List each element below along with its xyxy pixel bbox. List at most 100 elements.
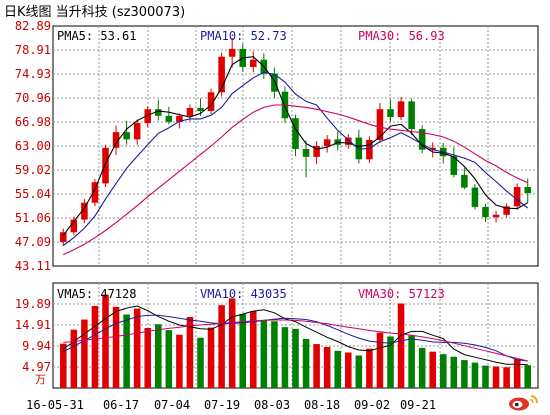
candle-down (197, 107, 204, 112)
x-tick-label: 08-18 (304, 398, 340, 412)
price-y-tick-label: 70.96 (15, 91, 51, 105)
candle-up (176, 115, 183, 122)
volume-ma-lines (63, 305, 528, 366)
pma5-label: PMA5: 53.61 (57, 29, 136, 43)
candle-down (408, 101, 415, 130)
volume-bar-up (313, 344, 320, 388)
vma5-line (63, 305, 528, 366)
vma5-label: VMA5: 47128 (57, 287, 136, 301)
volume-bar-down (408, 335, 415, 388)
volume-y-ticks: 19.89 14.91 9.94 4.97 (15, 297, 51, 374)
volume-bar-down (260, 319, 268, 388)
candle-down (271, 73, 278, 92)
volume-y-tick-label: 19.89 (15, 297, 51, 311)
candle-up (81, 202, 88, 220)
volume-bar-up (429, 351, 436, 388)
volume-bar-down (155, 324, 162, 388)
pma30-label: PMA30: 56.93 (358, 29, 445, 43)
vma10-label: VMA10: 43035 (200, 287, 287, 301)
volume-unit-label: 万 (35, 373, 46, 386)
price-y-tick-label: 74.93 (15, 67, 51, 81)
candle-up (112, 132, 120, 148)
volume-bar-down (418, 347, 426, 388)
price-y-tick-label: 82.89 (15, 19, 51, 33)
candle-down (292, 118, 299, 150)
volume-bar-down (165, 330, 173, 388)
volume-bar-up (176, 334, 183, 388)
volume-bar-up (133, 308, 141, 388)
candle-up (218, 56, 225, 93)
pma5-line (62, 56, 528, 236)
chart-title: 日K线图 当升科技 (sz300073) (4, 5, 186, 20)
volume-bar-up (207, 327, 215, 388)
volume-bar-up (144, 328, 151, 388)
volume-bar-up (186, 317, 194, 388)
price-ma-lines (62, 56, 529, 256)
candle-down (482, 206, 489, 218)
volume-bar-down (471, 362, 479, 388)
volume-bar-up (70, 329, 78, 388)
candle-up (429, 147, 436, 150)
candle-down (302, 149, 310, 157)
candle-up (91, 182, 99, 203)
x-tick-label: 09-21 (400, 398, 436, 412)
x-tick-label: 07-19 (204, 398, 240, 412)
volume-bar-down (482, 365, 489, 388)
candle-up (144, 109, 151, 124)
candle-up (492, 214, 500, 218)
price-y-ticks: 82.89 78.91 74.93 70.96 66.98 63.00 59.02 55.04… (15, 19, 51, 273)
pma10-label: PMA10: 52.73 (200, 29, 287, 43)
pma10-line (62, 71, 529, 246)
volume-bar-up (376, 332, 384, 388)
volume-bar-down (461, 360, 468, 388)
candle-up (133, 123, 141, 140)
volume-bar-down (387, 336, 394, 388)
volume-bar-down (450, 356, 458, 388)
volume-bar-down (123, 314, 130, 388)
volume-bar-up (102, 294, 109, 388)
volume-bar-up (218, 305, 225, 388)
price-y-tick-label: 43.11 (15, 259, 51, 273)
price-y-tick-label: 63.00 (15, 139, 51, 153)
x-tick-label: 16-05-31 (26, 398, 84, 412)
candle-up (250, 59, 257, 67)
volume-bar-down (355, 355, 363, 388)
candle-down (155, 109, 162, 116)
volume-bar-up (228, 298, 236, 388)
volume-bar-down (334, 350, 341, 388)
volume-y-tick-label: 14.91 (15, 318, 51, 332)
candle-down (471, 187, 479, 207)
price-y-tick-label: 51.06 (15, 211, 51, 225)
price-grid (53, 26, 538, 266)
candle-up (323, 139, 331, 146)
volume-bar-up (492, 366, 500, 388)
candle-up (60, 232, 67, 242)
x-tick-label: 06-17 (103, 398, 139, 412)
volume-bar-down (524, 365, 531, 388)
volume-bar-up (366, 348, 373, 388)
candle-up (102, 147, 109, 184)
candle-down (524, 187, 531, 194)
volume-bar-down (302, 338, 310, 388)
candle-down (165, 115, 173, 122)
volume-bar-down (281, 327, 289, 388)
volume-bar-up (91, 306, 99, 388)
volume-y-tick-label: 4.97 (22, 360, 51, 374)
vma30-label: VMA30: 57123 (358, 287, 445, 301)
volume-bar-up (397, 303, 405, 388)
price-y-tick-label: 55.04 (15, 187, 51, 201)
candle-up (228, 48, 236, 57)
price-y-tick-label: 66.98 (15, 115, 51, 129)
candle-down (123, 132, 130, 140)
candle-down (450, 156, 458, 175)
candle-up (313, 146, 320, 157)
volume-bar-down (239, 314, 246, 388)
vma30-line (63, 319, 528, 362)
sina-logo-icon (509, 395, 538, 411)
volume-bar-up (513, 359, 521, 388)
volume-bar-up (323, 347, 331, 388)
candle-up (503, 206, 510, 215)
volume-bar-up (503, 367, 510, 388)
volume-bar-down (292, 328, 299, 388)
